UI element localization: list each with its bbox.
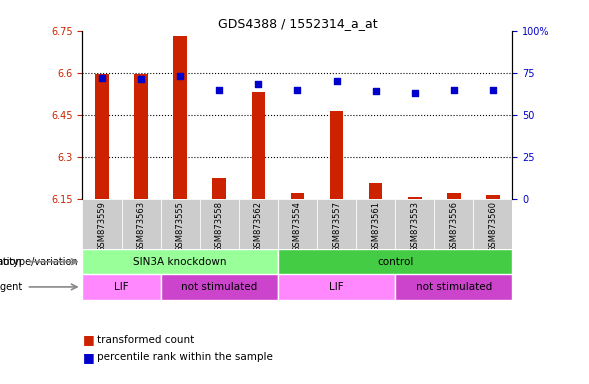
Point [176, 73, 185, 79]
Text: ■: ■ [82, 333, 94, 346]
Point [293, 86, 302, 93]
Text: LIF: LIF [329, 282, 344, 292]
Text: ■: ■ [82, 351, 94, 364]
Text: genotype/variation: genotype/variation [0, 257, 22, 267]
Bar [278, 199, 317, 249]
Text: GSM873560: GSM873560 [488, 201, 497, 252]
Bar [213, 178, 226, 199]
Bar [173, 36, 187, 199]
Bar [474, 199, 512, 249]
Bar [486, 195, 499, 199]
Text: GSM873555: GSM873555 [176, 201, 185, 252]
Text: GSM873556: GSM873556 [449, 201, 458, 252]
Bar [161, 274, 278, 300]
Point [449, 86, 458, 93]
Text: not stimulated: not stimulated [416, 282, 492, 292]
Bar [369, 183, 382, 199]
Text: GSM873563: GSM873563 [137, 201, 145, 252]
Bar [95, 74, 109, 199]
Text: GSM873554: GSM873554 [293, 201, 302, 252]
Text: percentile rank within the sample: percentile rank within the sample [97, 352, 273, 362]
Text: transformed count: transformed count [97, 335, 194, 345]
Text: not stimulated: not stimulated [181, 282, 257, 292]
Text: GSM873559: GSM873559 [98, 201, 107, 252]
Bar [200, 199, 239, 249]
Bar [278, 249, 512, 274]
Point [410, 90, 419, 96]
Point [488, 86, 498, 93]
Bar [330, 111, 343, 199]
Text: genotype/variation: genotype/variation [0, 257, 78, 267]
Title: GDS4388 / 1552314_a_at: GDS4388 / 1552314_a_at [217, 17, 378, 30]
Bar [278, 274, 395, 300]
Point [97, 75, 107, 81]
Point [254, 81, 263, 88]
Text: GSM873558: GSM873558 [215, 201, 224, 252]
Bar [82, 249, 278, 274]
Text: GSM873562: GSM873562 [254, 201, 263, 252]
Bar [121, 199, 161, 249]
Bar [82, 199, 121, 249]
Bar [447, 193, 461, 199]
Point [332, 78, 341, 84]
Bar [395, 274, 512, 300]
Text: control: control [377, 257, 413, 267]
Bar [161, 199, 200, 249]
Text: agent: agent [0, 282, 22, 292]
Bar [395, 199, 434, 249]
Point [137, 76, 146, 83]
Bar [290, 193, 305, 199]
Point [371, 88, 380, 94]
Bar [356, 199, 395, 249]
Bar [408, 197, 422, 199]
Bar [239, 199, 278, 249]
Point [214, 86, 224, 93]
Bar [252, 92, 265, 199]
Text: SIN3A knockdown: SIN3A knockdown [134, 257, 227, 267]
Text: GSM873561: GSM873561 [371, 201, 380, 252]
Text: LIF: LIF [114, 282, 129, 292]
Bar [434, 199, 474, 249]
Text: GSM873557: GSM873557 [332, 201, 341, 252]
Bar [317, 199, 356, 249]
Bar [134, 74, 148, 199]
Bar [82, 274, 161, 300]
Text: GSM873553: GSM873553 [410, 201, 419, 252]
